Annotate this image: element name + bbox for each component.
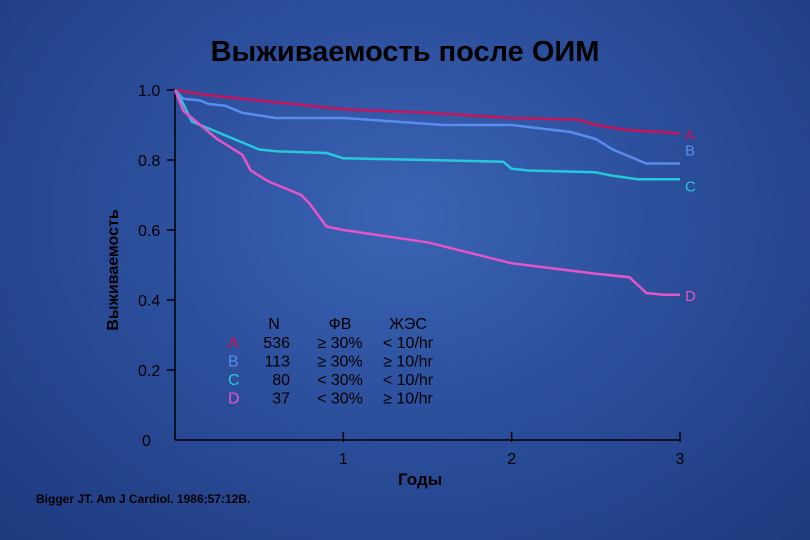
chart-title: Выживаемость после ОИМ (210, 36, 600, 68)
table-cell-pvc: < 10/hr (383, 372, 434, 389)
table-cell-pvc: ≥ 10/hr (383, 354, 433, 371)
table-row-label: B (228, 354, 239, 371)
series-label-a: A (685, 127, 695, 144)
series-line-b (174, 89, 680, 165)
series-line-c (173, 89, 680, 181)
y-tick-label: 0.4 (138, 293, 160, 310)
table-cell-pvc: < 10/hr (383, 335, 434, 352)
series-line-a (174, 88, 681, 136)
x-tick-label: 2 (507, 451, 516, 468)
table-cell-ef: ≥ 30% (317, 354, 362, 371)
table-row-label: C (228, 372, 240, 389)
y-tick-label: 0.8 (138, 153, 160, 170)
table-cell-ef: ≥ 30% (317, 335, 362, 352)
table-cell-n: 37 (272, 391, 290, 408)
table-cell-n: 80 (272, 372, 290, 389)
table-cell-ef: < 30% (317, 372, 363, 389)
series-label-c: C (685, 178, 696, 195)
table-cell-n: 113 (264, 354, 290, 371)
x-tick-label: 1 (339, 451, 348, 468)
y-tick-label: 0.2 (138, 363, 160, 380)
table-cell-pvc: ≥ 10/hr (383, 391, 433, 408)
table-row-label: D (228, 391, 240, 408)
x-origin-label: 0 (142, 433, 151, 450)
source-citation: Bigger JT. Am J Cardiol. 1986;57:12B. (36, 492, 251, 506)
table-row-label: A (228, 335, 239, 352)
y-tick-label: 0.6 (138, 223, 160, 240)
x-axis-label: Годы (398, 470, 443, 489)
table-cell-ef: < 30% (317, 391, 363, 408)
table-cell-n: 536 (263, 335, 290, 352)
table-header-pvc: ЖЭС (389, 316, 427, 333)
y-tick-label: 1.0 (138, 83, 160, 100)
x-tick-label: 3 (676, 451, 685, 468)
series-label-b: B (685, 143, 695, 160)
series-label-d: D (685, 288, 696, 305)
series-line-d (173, 89, 680, 297)
table-header-n: N (268, 316, 280, 333)
table-header-ef: ФВ (329, 316, 352, 333)
